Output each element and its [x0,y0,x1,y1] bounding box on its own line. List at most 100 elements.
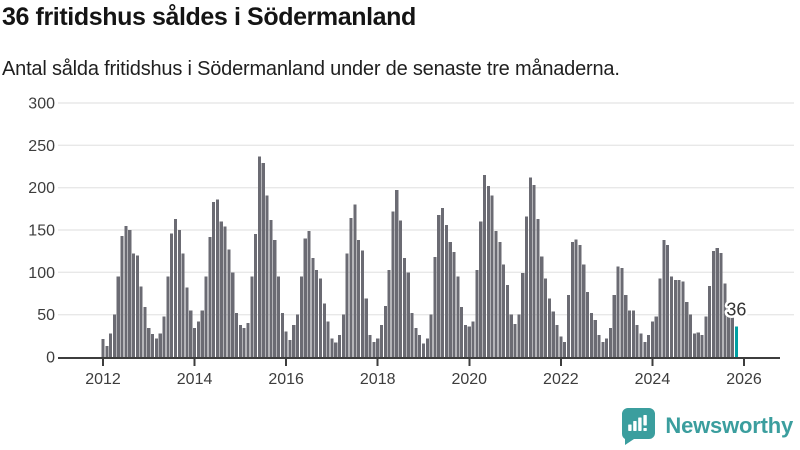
bar [708,285,712,357]
bar [212,202,216,357]
bar [612,295,616,357]
bar [627,310,632,357]
bar [395,190,399,357]
bar [303,238,307,357]
bar [669,276,674,357]
bar [635,324,639,357]
newsworthy-bubble-icon [622,408,656,445]
bar [345,253,349,357]
x-axis-label: 2026 [726,371,762,388]
bar [715,247,719,357]
bar [177,230,181,357]
bar [593,319,597,357]
bar [433,257,437,357]
bar [296,314,300,357]
bar [330,338,334,357]
bar [208,236,212,357]
bar [231,272,235,357]
bar [406,272,410,357]
bar [223,226,227,357]
bar [650,321,654,357]
bar [242,328,246,357]
y-axis-label: 150 [28,223,55,240]
bar [586,291,590,357]
bar [471,321,475,357]
bar [257,156,261,357]
bar [189,310,193,357]
bar [456,276,460,357]
bar [685,301,689,357]
bar [544,278,548,357]
bar [349,218,353,357]
bar [322,303,326,357]
bar [364,298,368,357]
bar [307,230,311,357]
bar [666,245,670,357]
bar [399,220,403,357]
bar [696,332,700,357]
bar [425,338,429,357]
bar [605,338,609,357]
bar [379,324,384,357]
bar [299,276,303,357]
bar [250,276,254,357]
newsworthy-logo-text: Newsworthy [665,413,793,438]
bar [276,276,281,357]
bar [719,252,723,357]
bar [158,333,162,357]
bar [288,340,292,357]
bar [589,312,593,357]
x-axis-label: 2014 [177,371,213,388]
bar [597,334,601,357]
bar [387,269,391,357]
bar [429,314,433,357]
bar [273,240,277,357]
bar [547,298,551,357]
bar [692,333,696,357]
bar [383,306,387,357]
bar [147,328,151,357]
bar [540,256,544,357]
bar [318,278,323,357]
bar [582,264,586,357]
bar [116,276,120,357]
bar [524,216,529,357]
bar [326,321,330,357]
y-axis-label: 50 [37,307,55,324]
bars [101,156,738,357]
bar [265,195,269,357]
highlight-value-label: 36 [726,300,746,320]
x-axis-label: 2020 [451,371,487,388]
bar [360,250,364,357]
bar [421,343,426,357]
y-axis-label: 300 [28,96,55,113]
bar [215,199,220,357]
y-axis-label: 250 [28,138,55,155]
bar [135,255,139,357]
x-axis-label: 2012 [85,371,121,388]
bar [528,177,532,357]
bar [711,251,716,357]
bar [677,279,681,357]
bar [502,264,506,357]
bar [112,314,116,357]
newsworthy-logo[interactable]: Newsworthy [620,407,793,445]
bar [334,342,338,357]
y-axis-labels: 0 50 100 150 200 250 300 [28,96,55,367]
bar [154,338,158,357]
bar [551,311,555,357]
y-axis-label: 100 [28,265,55,282]
bar [414,328,418,357]
bar [631,310,635,357]
bar [601,341,605,357]
bar [254,234,258,357]
bar [128,230,132,357]
bar [227,249,231,357]
bar [410,312,414,357]
x-axis: 2012 2014 2016 2018 2020 2022 2024 2026 [58,356,780,388]
chart-header: 36 fritidshus såldes i Södermanland [2,3,798,32]
bar [402,257,406,357]
bar [444,224,448,357]
bar [185,287,189,357]
